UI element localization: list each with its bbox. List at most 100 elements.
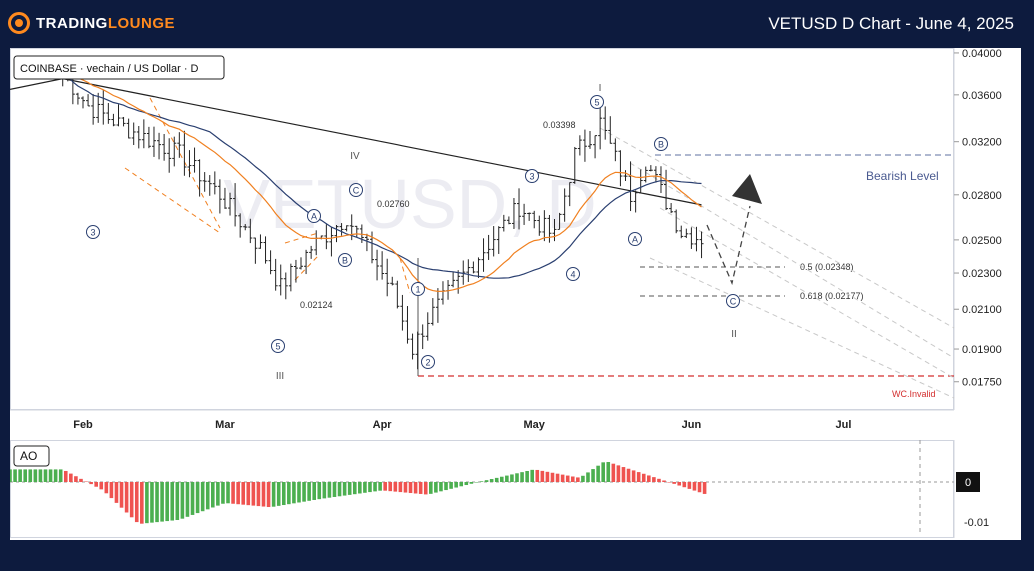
price-bar (344, 225, 349, 232)
chart-svg[interactable]: VETUSD, D 0.040000.036000.032000.028000.… (8, 48, 1021, 540)
ao-bar (616, 465, 621, 482)
ao-bar (114, 482, 119, 503)
ao-bar (74, 476, 78, 482)
price-bar (608, 116, 613, 144)
ao-bar (388, 482, 393, 492)
svg-text:1: 1 (415, 285, 420, 295)
price-bar (506, 216, 511, 225)
price-bar (511, 198, 516, 230)
trend-channel (599, 127, 955, 399)
price-bar (309, 245, 314, 259)
svg-text:A: A (311, 212, 317, 222)
ao-bar (647, 475, 651, 482)
ma-200-line (9, 77, 702, 206)
wave-label: B (338, 253, 352, 267)
y-tick-label: 0.03200 (962, 137, 1002, 149)
y-tick-label: 0.02800 (962, 190, 1002, 202)
ao-bar (459, 482, 464, 487)
price-bar (425, 312, 430, 341)
ao-bar (596, 465, 600, 482)
ao-bar (484, 480, 489, 482)
price-bar (121, 116, 126, 127)
ao-bar (266, 482, 271, 508)
price-bar (582, 129, 587, 162)
ao-bar (505, 475, 509, 482)
price-bar (293, 259, 298, 283)
price-bar (552, 218, 557, 242)
price-bar (400, 294, 405, 331)
price-bar (131, 122, 136, 146)
price-bar (456, 270, 461, 294)
x-tick-label: Jun (682, 419, 702, 431)
ao-bar (550, 472, 555, 482)
ao-bar (327, 482, 332, 498)
ao-bar (43, 469, 48, 482)
ao-bar (200, 482, 205, 512)
chart-panel[interactable]: VETUSD, D 0.04000 0.03600 0.03200 0.02800 0.… (8, 48, 1021, 540)
wave-label: 1 (411, 282, 425, 296)
header-bar: TRADINGLOUNGE VETUSD D Chart - June 4, 2… (0, 0, 1034, 48)
ao-bar (155, 482, 159, 523)
ao-bar (606, 462, 611, 482)
price-bar (648, 165, 653, 172)
price-bar (527, 212, 532, 221)
y-tick-label: 0.01750 (962, 377, 1002, 389)
ao-bar (185, 482, 190, 517)
price-bar (81, 96, 85, 109)
bearish-level-label: Bearish Level (866, 169, 939, 183)
price-bar (684, 228, 689, 239)
y-tick-label: 0.01900 (962, 344, 1002, 356)
price-bar (496, 226, 501, 254)
price-bar (420, 324, 425, 350)
svg-text:C: C (730, 297, 737, 307)
ao-bar (129, 482, 134, 518)
price-bar (643, 166, 648, 183)
price-bar (435, 288, 440, 323)
legend-box[interactable] (13, 55, 225, 80)
ao-bar (8, 469, 12, 482)
price-bar (329, 226, 334, 257)
ao-bar (322, 482, 327, 499)
price-bar (517, 188, 522, 230)
ao-bar (53, 469, 58, 482)
y-tick-label: 0.02100 (962, 304, 1002, 316)
price-high-label: 0.03398 (543, 120, 576, 130)
wave-label: A (628, 232, 642, 246)
ao-bar (474, 482, 479, 483)
ao-bar (205, 482, 210, 510)
price-bar (136, 126, 141, 149)
price-bar (613, 138, 618, 162)
ao-bar (489, 479, 494, 482)
price-bar (162, 133, 167, 161)
ao-bar (494, 477, 499, 482)
price-bar (481, 238, 486, 272)
ao-bar (292, 482, 296, 504)
ao-bar (368, 482, 372, 493)
ao-bar (180, 482, 185, 519)
ao-bar (626, 468, 631, 482)
price-bar (623, 170, 628, 181)
price-bar (430, 298, 435, 326)
ao-bar (48, 469, 53, 482)
roman-label: II (731, 329, 737, 340)
svg-text:A: A (632, 235, 638, 245)
wave-labels: 3 5 A B C 1 2 3 4 5 B A C (86, 95, 740, 369)
ao-bar (195, 482, 200, 514)
ao-bar (403, 482, 408, 493)
price-bar (542, 210, 547, 242)
price-bar (86, 94, 91, 107)
price-bar (537, 215, 542, 236)
ao-bar (236, 482, 240, 505)
ao-bar (256, 482, 261, 507)
price-bar (380, 251, 385, 280)
price-bar (466, 259, 471, 282)
y-axis: 0.04000 0.03600 0.03200 0.02800 0.02500 0.023… (954, 48, 1002, 389)
ao-bar (464, 482, 469, 486)
price-bar (471, 261, 476, 274)
ao-bar (332, 482, 337, 497)
ao-zero-tag (956, 472, 980, 492)
ao-bar (231, 482, 235, 504)
price-bar (167, 138, 172, 173)
price-pane[interactable] (10, 48, 954, 410)
